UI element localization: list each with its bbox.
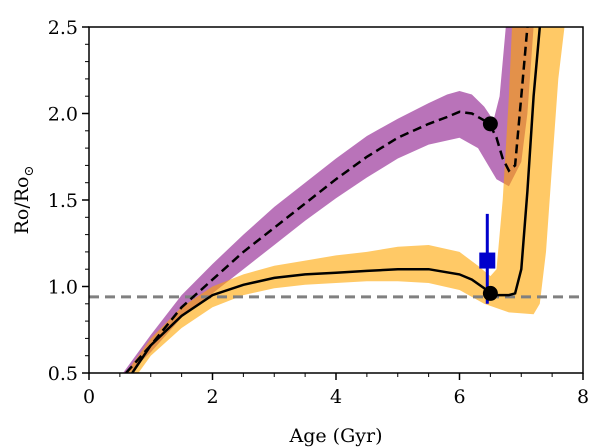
x-axis-label: Age (Gyr) [289, 425, 383, 447]
y-tick-label: 2.0 [48, 104, 78, 126]
purple-age-marker [482, 116, 498, 132]
x-tick-label: 0 [83, 386, 95, 408]
x-tick-label: 6 [453, 386, 465, 408]
orange-age-marker [482, 285, 498, 301]
x-tick-label: 8 [577, 386, 589, 408]
y-tick-label: 1.0 [48, 277, 78, 299]
axes: 0 2 4 6 8 0.5 1.0 1.5 2.0 2.5 [48, 17, 589, 408]
purple-model-band [123, 27, 534, 373]
plot-area [89, 27, 583, 373]
observed-point [479, 252, 496, 269]
purple-median-line [125, 27, 529, 373]
y-tick-label: 0.5 [48, 363, 78, 385]
orange-median-line [131, 27, 542, 373]
y-axis-label-main: Ro/Ro [11, 177, 33, 235]
y-tick-label: 1.5 [48, 190, 78, 212]
x-tick-label: 4 [330, 386, 342, 408]
x-tick-label: 2 [206, 386, 218, 408]
y-axis-label: Ro/Ro⊙ [11, 166, 37, 235]
y-axis-label-sun-symbol: ⊙ [22, 166, 37, 177]
orange-model-band [126, 27, 565, 373]
y-tick-label: 2.5 [48, 17, 78, 39]
